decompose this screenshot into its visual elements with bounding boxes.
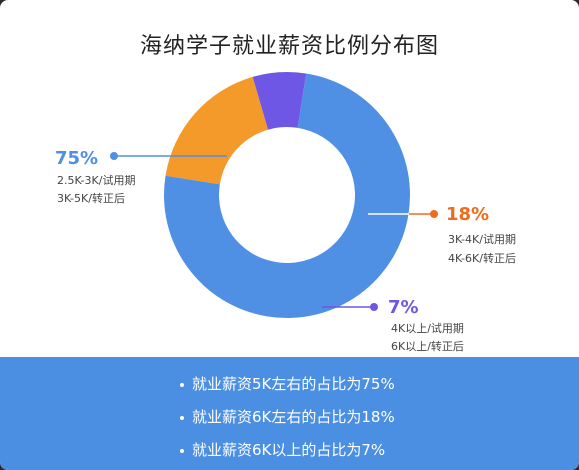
leader-dot <box>110 152 118 160</box>
leader-dot <box>370 303 378 311</box>
slice-percent-label: 7% <box>388 297 419 318</box>
summary-item: 就业薪资5K左右的占比为75% <box>180 373 395 394</box>
slice-range-label: 3K-4K/试用期 <box>448 233 516 246</box>
summary-text: 就业薪资5K左右的占比为75% <box>192 375 395 393</box>
slice-percent-label: 75% <box>55 148 98 169</box>
summary-text: 就业薪资6K以上的占比为7% <box>192 441 386 459</box>
slice-range-label: 2.5K-3K/试用期 <box>57 174 135 187</box>
slice-range-label: 3K-5K/转正后 <box>57 191 125 205</box>
summary-item: 就业薪资6K以上的占比为7% <box>180 439 385 460</box>
bullet-icon <box>180 448 184 453</box>
donut-chart: 75% 2.5K-3K/试用期 3K-5K/转正后 18% 3K-4K/试用期 4K-6K… <box>55 72 516 353</box>
slice-range-label: 4K以上/试用期 <box>391 322 464 335</box>
summary-panel: 就业薪资5K左右的占比为75% 就业薪资6K左右的占比为18% 就业薪资6K以上… <box>0 357 579 470</box>
bullet-icon <box>180 415 184 420</box>
donut-slice <box>164 73 410 319</box>
bullet-icon <box>180 382 184 387</box>
leader-dot <box>430 210 438 218</box>
chart-title: 海纳学子就业薪资比例分布图 <box>139 34 439 59</box>
slice-range-label: 4K-6K/转正后 <box>448 251 516 265</box>
donut-slice <box>165 76 269 185</box>
summary-text: 就业薪资6K左右的占比为18% <box>192 408 395 426</box>
summary-item: 就业薪资6K左右的占比为18% <box>180 406 395 427</box>
slice-range-label: 6K以上/转正后 <box>391 339 464 353</box>
donut-slice <box>252 72 307 130</box>
slice-percent-label: 18% <box>446 204 489 225</box>
